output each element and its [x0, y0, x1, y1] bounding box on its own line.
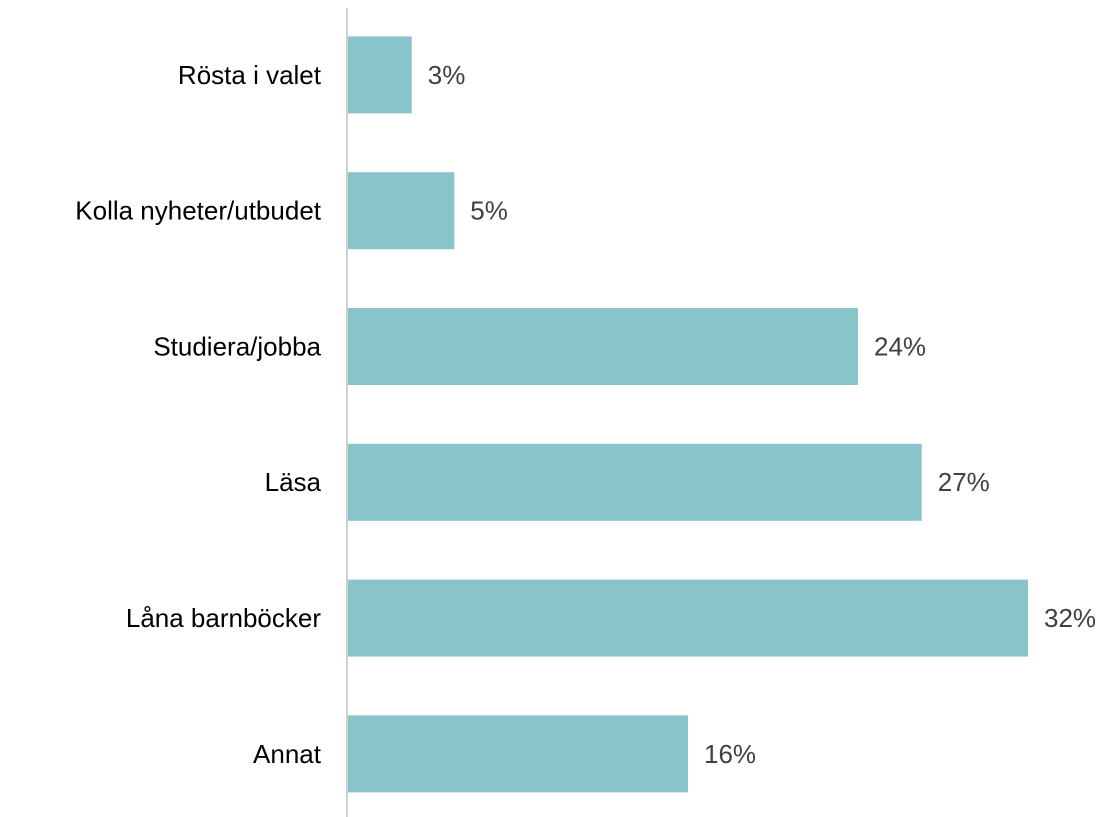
bar [348, 443, 922, 521]
category-label: Kolla nyheter/utbudet [75, 196, 322, 226]
category-label: Låna barnböcker [126, 603, 321, 633]
category-label: Rösta i valet [178, 60, 322, 90]
value-label: 27% [938, 467, 990, 497]
value-label: 16% [704, 739, 756, 769]
bar [348, 715, 688, 793]
bar [348, 172, 455, 250]
category-label: Läsa [265, 467, 322, 497]
value-label: 3% [428, 60, 466, 90]
category-label: Annat [253, 739, 322, 769]
value-label: 32% [1044, 603, 1096, 633]
value-label: 24% [874, 331, 926, 361]
category-label: Studiera/jobba [153, 331, 321, 361]
bar [348, 36, 412, 114]
bar [348, 579, 1028, 657]
value-label: 5% [470, 196, 508, 226]
bar [348, 308, 858, 385]
